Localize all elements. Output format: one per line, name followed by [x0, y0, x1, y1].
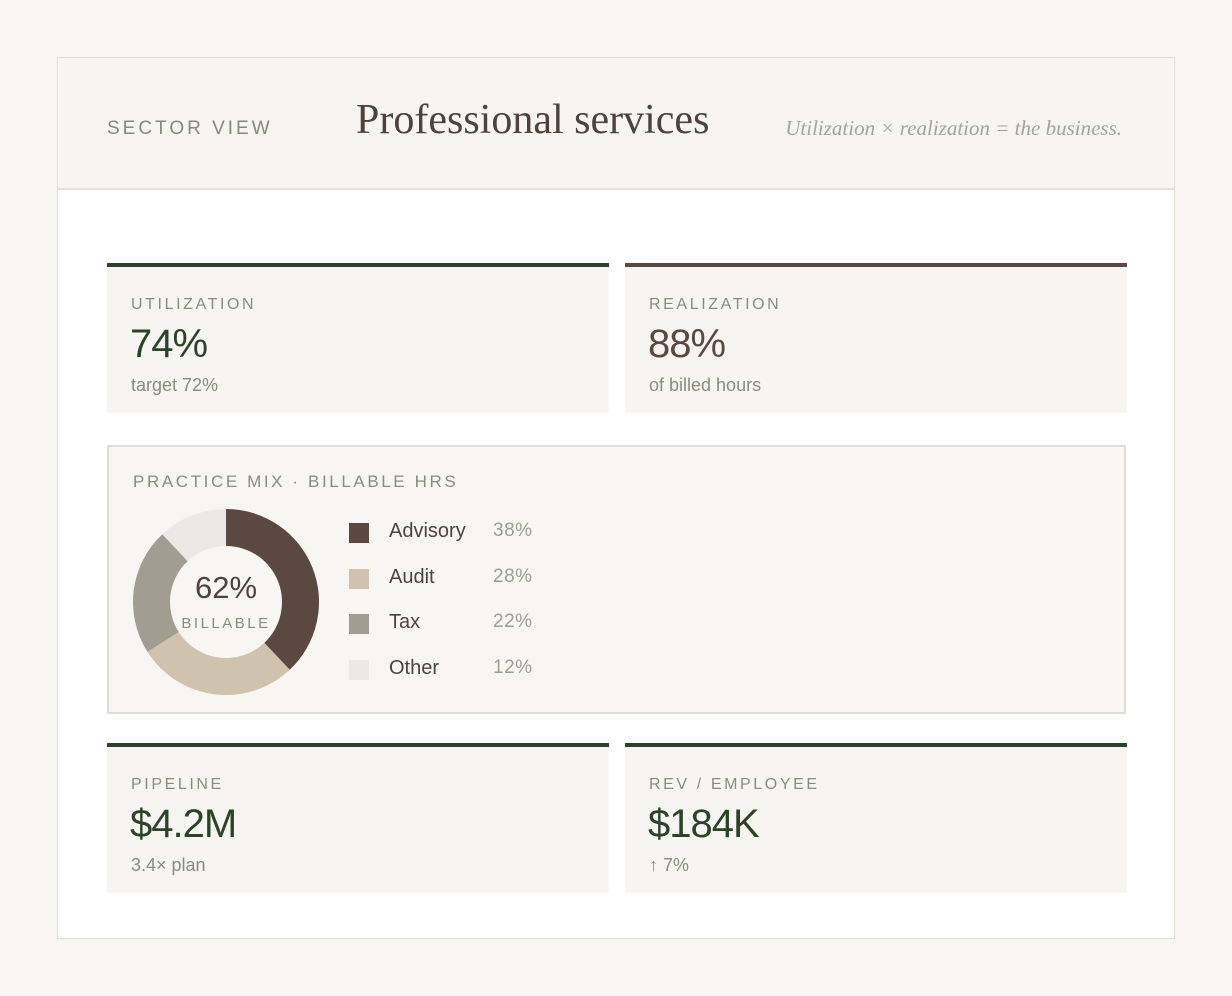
legend-swatch — [349, 569, 369, 589]
legend-swatch — [349, 523, 369, 543]
legend-percent: 38% — [493, 520, 533, 542]
kpi-value: 74% — [130, 322, 207, 367]
kpi-realization: REALIZATION 88% of billed hours — [625, 263, 1127, 413]
legend-percent: 22% — [493, 611, 533, 633]
kpi-utilization: UTILIZATION 74% target 72% — [107, 263, 609, 413]
kpi-subtext: of billed hours — [649, 375, 761, 396]
practice-mix-donut: 62% BILLABLE — [132, 508, 320, 696]
kpi-label: PIPELINE — [131, 776, 224, 794]
kpi-rev-per-employee: REV / EMPLOYEE $184K ↑ 7% — [625, 743, 1127, 893]
legend-percent: 12% — [493, 657, 533, 679]
sector-view-card: SECTOR VIEW Professional services Utiliz… — [57, 57, 1175, 939]
kpi-subtext: target 72% — [131, 375, 218, 396]
donut-center-label: BILLABLE — [181, 615, 270, 632]
kpi-value: 88% — [648, 322, 725, 367]
kpi-subtext: 3.4× plan — [131, 855, 206, 876]
practice-mix-label: PRACTICE MIX · BILLABLE HRS — [133, 472, 458, 492]
tagline: Utilization × realization = the business… — [785, 116, 1122, 141]
kpi-label: REV / EMPLOYEE — [649, 776, 820, 794]
kpi-pipeline: PIPELINE $4.2M 3.4× plan — [107, 743, 609, 893]
kpi-label: REALIZATION — [649, 296, 781, 314]
kpi-value: $184K — [648, 802, 759, 847]
legend-name: Advisory — [389, 520, 466, 543]
kpi-label: UTILIZATION — [131, 296, 256, 314]
practice-mix-panel: PRACTICE MIX · BILLABLE HRS 62% BILLABLE… — [107, 445, 1126, 714]
legend-percent: 28% — [493, 566, 533, 588]
card-header: SECTOR VIEW Professional services Utiliz… — [58, 58, 1174, 190]
legend-name: Audit — [389, 566, 435, 589]
donut-center-value: 62% — [195, 570, 257, 605]
page-title: Professional services — [356, 96, 709, 144]
legend-swatch — [349, 660, 369, 680]
kpi-subtext: ↑ 7% — [649, 855, 689, 876]
legend-name: Other — [389, 657, 439, 680]
sector-view-eyebrow: SECTOR VIEW — [107, 118, 273, 140]
legend-name: Tax — [389, 611, 420, 634]
legend-swatch — [349, 614, 369, 634]
kpi-value: $4.2M — [130, 802, 236, 847]
